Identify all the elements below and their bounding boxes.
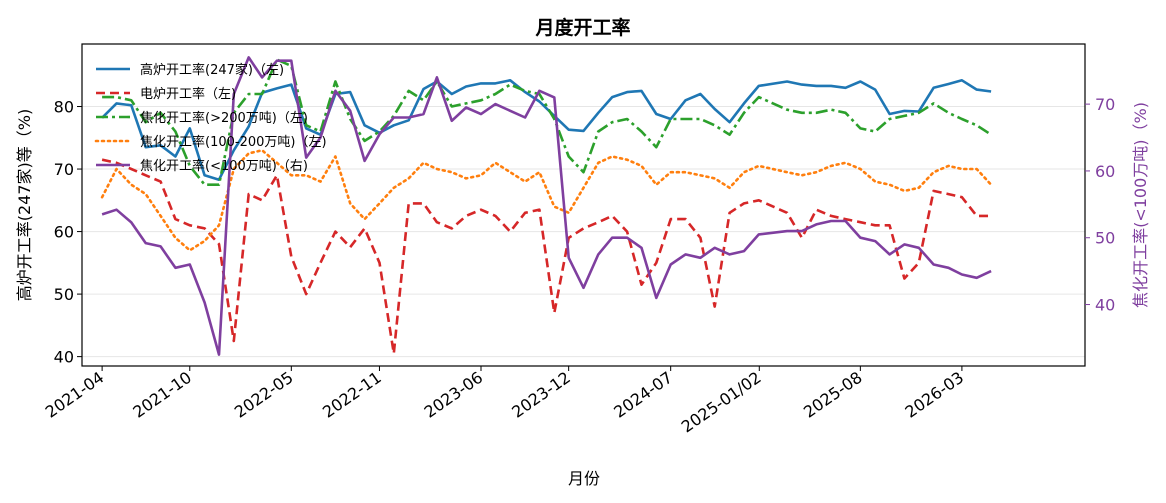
grid-lines (82, 106, 1085, 358)
left-y-tick-label: 70 (54, 160, 74, 179)
right-y-tick-label: 60 (1095, 162, 1115, 181)
left-y-tick-label: 50 (54, 285, 74, 304)
left-y-tick-label: 80 (54, 98, 74, 117)
legend-label-3: 焦化开工率(>200万吨)（左) (140, 110, 308, 126)
right-y-axis: 40 50 60 70 (1085, 95, 1115, 315)
series-line-1 (101, 79, 992, 181)
x-tick-label: 2025-08 (800, 368, 866, 422)
right-y-tick-label: 50 (1095, 229, 1115, 248)
right-y-tick-label: 70 (1095, 95, 1115, 114)
x-tick-label: 2021-10 (129, 368, 195, 422)
x-tick-label: 2022-11 (319, 368, 385, 422)
x-axis: 2021-04 2021-10 2022-05 2022-11 2023-06 2023-… (42, 366, 967, 436)
x-tick-label: 2026-03 (902, 368, 968, 422)
series-line-5 (101, 56, 992, 356)
plot-area-frame (81, 43, 1086, 367)
x-tick-label: 2025-01/02 (678, 368, 765, 437)
legend-label-2: 电炉开工率（左) (140, 86, 236, 102)
x-tick-label: 2022-05 (231, 368, 297, 422)
x-tick-label: 2023-06 (421, 368, 487, 422)
left-y-tick-label: 40 (54, 348, 74, 367)
series-line-3 (102, 58, 992, 186)
x-tick-label: 2024-07 (610, 368, 676, 422)
right-y-tick-label: 40 (1095, 296, 1115, 315)
x-tick-label: 2023-12 (508, 368, 574, 422)
series-line-4 (100, 149, 993, 252)
right-y-axis-label: 焦化开工率(<100万吨)（%) (1131, 102, 1150, 308)
legend-label-4: 焦化开工率(100-200万吨)（左) (140, 134, 327, 150)
chart-title: 月度开工率 (534, 16, 630, 39)
series-lines (100, 56, 993, 356)
left-y-tick-label: 60 (54, 223, 74, 242)
left-y-axis-label: 高炉开工率(247家)等（%) (15, 109, 34, 301)
legend-label-1: 高炉开工率(247家)（左) (140, 62, 284, 78)
left-y-axis: 40 50 60 70 80 (54, 98, 82, 367)
series-line-2 (101, 158, 992, 355)
legend: 高炉开工率(247家)（左) 电炉开工率（左) 焦化开工率(>200万吨)（左) 焦化… (94, 62, 327, 174)
x-axis-label: 月份 (568, 469, 600, 488)
x-tick-label: 2021-04 (42, 368, 108, 422)
legend-label-5: 焦化开工率(<100万吨)（右) (140, 158, 308, 174)
